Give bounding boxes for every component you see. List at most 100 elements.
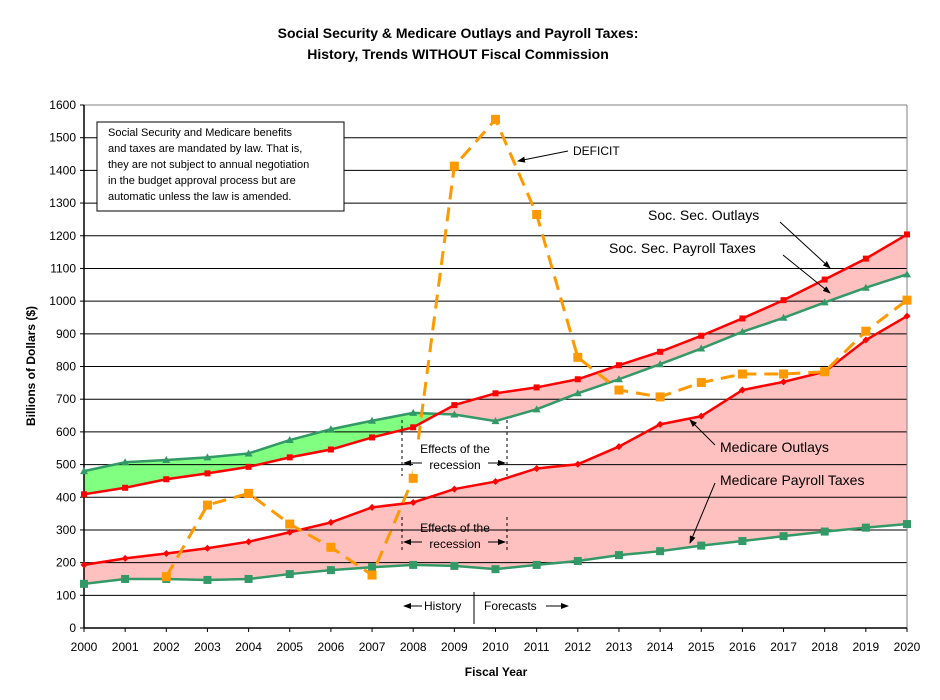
y-tick-labels: 0 100 200 300 400 500 600 700 800 900 1000 1100 1200… [49,98,76,635]
series-ss-outlays [81,231,910,498]
data-point [244,574,253,583]
data-point [286,454,293,461]
medicare-outlays-label: Medicare Outlays [720,439,829,455]
recession-marker-upper: Effects of the recession [401,420,508,476]
x-tick-label: 2011 [524,640,550,654]
data-point [410,424,417,431]
data-point [821,276,828,283]
data-point [367,570,377,580]
y-tick-label: 1600 [49,98,76,112]
series-med-taxes [80,520,911,588]
ss-fill-area [577,364,620,394]
data-point [162,455,171,463]
x-tick-label: 2002 [153,640,180,654]
data-point [491,114,500,124]
gridlines [80,104,907,629]
data-point [573,352,583,362]
data-point [408,473,418,483]
note-line: and taxes are mandated by law. That is, [108,143,302,155]
medicare-fill-area [865,315,908,528]
forecasts-label: Forecasts [484,599,537,613]
data-point [203,544,211,552]
y-tick-label: 1500 [49,131,76,145]
ss-fill-area [783,279,825,319]
data-point [738,537,747,546]
data-point [697,541,706,550]
ss-taxes-arrow [782,254,831,294]
x-tick-label: 2018 [811,640,838,654]
data-point [820,298,829,306]
data-point [80,467,88,475]
x-tick-label: 2014 [647,640,674,654]
data-point [203,575,212,584]
data-point [696,378,706,388]
data-point [326,425,335,433]
data-point [368,416,377,424]
data-point [614,551,623,560]
data-point [450,410,459,418]
recession-label-line1: Effects of the [420,442,490,456]
x-tick-label: 2016 [729,640,756,654]
data-point [780,378,788,386]
data-point [326,542,336,552]
data-point [656,360,665,368]
data-point [574,376,581,383]
y-tick-label: 800 [56,360,76,374]
medicare-fill-area [824,339,867,532]
y-tick-label: 700 [56,392,76,406]
series-lines [80,114,912,588]
data-point [80,579,88,588]
x-tick-labels: 2000 2001 2002 2003 2004 2005 2006 2007 2008 2009… [71,640,921,654]
x-axis-title: Fiscal Year [465,665,528,679]
data-point [780,297,787,304]
chart-subtitle: History, Trends WITHOUT Fiscal Commissio… [307,46,609,62]
y-tick-label: 200 [56,556,76,570]
data-point [327,446,334,453]
medicare-fill-area [577,446,620,562]
note-line: Social Security and Medicare benefits [108,127,293,139]
deficit-arrow [517,150,569,163]
data-point [532,210,542,220]
data-point [779,369,789,379]
data-point [697,344,706,352]
x-tick-label: 2008 [400,640,427,654]
data-point [573,556,582,565]
data-point [244,449,253,457]
data-point [285,570,294,579]
medicare-fill-area [495,468,537,570]
data-point [202,500,212,510]
data-point [532,560,541,569]
data-point [121,458,130,466]
data-point [409,560,418,569]
data-point [614,375,623,383]
x-tick-label: 2003 [194,640,221,654]
deficit-label: DEFICIT [573,144,620,158]
data-point [533,464,541,472]
history-label: History [424,599,461,613]
data-point [285,436,294,444]
data-point [492,478,499,486]
y-tick-label: 600 [56,425,76,439]
medicare-fill-area [742,381,784,542]
medicare-taxes-label: Medicare Payroll Taxes [720,472,864,488]
ss-outlays-label: Soc. Sec. Outlays [648,207,759,223]
data-point [286,528,294,536]
y-tick-label: 1400 [49,163,76,177]
y-tick-label: 500 [56,458,76,472]
data-point [449,161,459,171]
data-point [326,566,335,575]
x-tick-label: 2019 [852,640,879,654]
data-point [904,231,910,238]
data-point [491,565,500,574]
series-deficit [161,114,912,582]
data-point [409,498,417,506]
ss-taxes-annotation: Soc. Sec. Payroll Taxes [609,240,831,294]
y-tick-label: 1200 [49,229,76,243]
data-point [285,519,295,529]
data-point [163,476,170,483]
data-point [245,538,253,546]
data-point [861,523,870,532]
data-point [903,520,911,529]
x-tick-label: 2005 [276,640,303,654]
x-tick-label: 2000 [71,640,98,654]
